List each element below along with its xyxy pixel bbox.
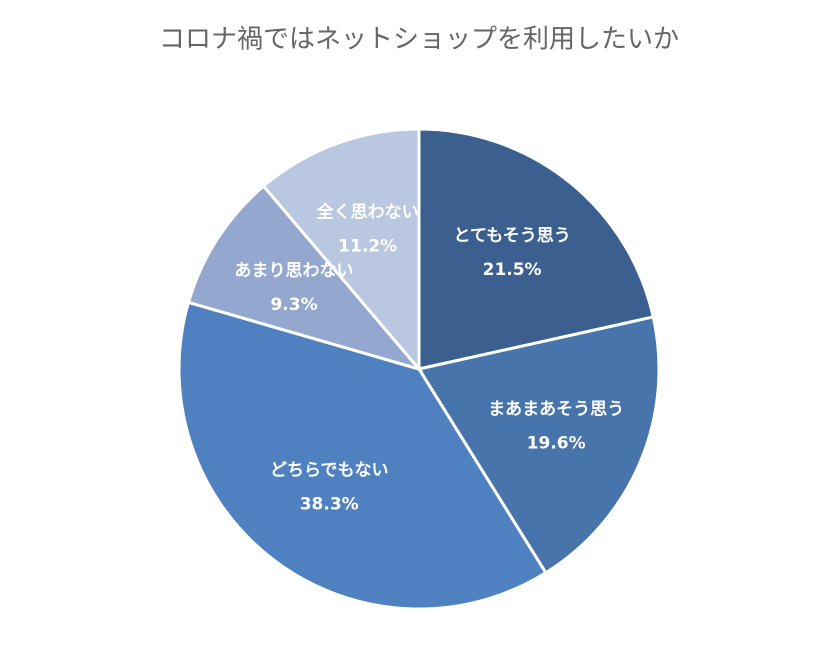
slice-label: とてもそう思う: [453, 226, 570, 246]
pie-slice: [416, 315, 661, 575]
slice-label: まあまあそう思う: [488, 400, 624, 420]
slice-value: 19.6%: [527, 434, 586, 454]
slice-value: 21.5%: [483, 260, 542, 280]
slice-label: あまり思わない: [235, 261, 354, 281]
slice-value: 11.2%: [338, 236, 397, 256]
slice-label: 全く思わない: [316, 201, 419, 222]
pie-slice: [186, 184, 424, 372]
chart-title: コロナ禍ではネットショップを利用したいか: [159, 25, 679, 55]
pie-slice: [417, 127, 656, 371]
slice-value: 9.3%: [270, 295, 317, 315]
pie-slice: [177, 300, 548, 611]
slice-value: 38.3%: [300, 495, 359, 515]
pie-slice: [261, 127, 421, 374]
slice-label: どちらでもない: [270, 461, 389, 481]
